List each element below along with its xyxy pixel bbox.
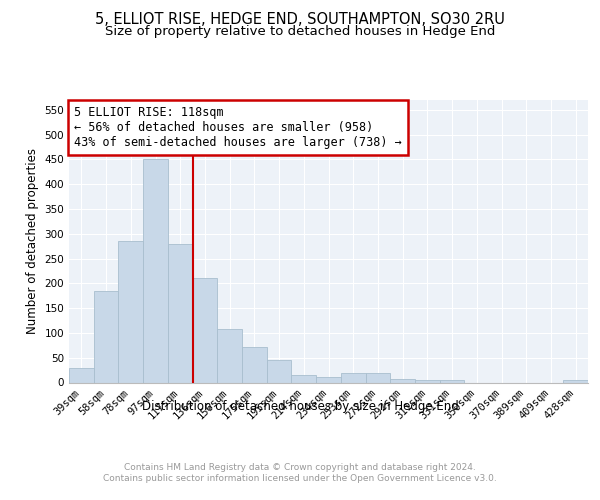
Bar [94,291,118,382]
Bar [316,376,341,382]
Bar [365,372,390,382]
Y-axis label: Number of detached properties: Number of detached properties [26,148,39,334]
Bar [563,380,588,382]
Text: Size of property relative to detached houses in Hedge End: Size of property relative to detached ho… [105,25,495,38]
Bar [440,380,464,382]
Bar [193,278,217,382]
Text: Distribution of detached houses by size in Hedge End: Distribution of detached houses by size … [142,400,458,413]
Bar [242,347,267,382]
Bar [415,380,440,382]
Bar [390,378,415,382]
Bar [292,375,316,382]
Bar [143,160,168,382]
Text: Contains public sector information licensed under the Open Government Licence v3: Contains public sector information licen… [103,474,497,483]
Bar [69,368,94,382]
Bar [341,372,365,382]
Text: Contains HM Land Registry data © Crown copyright and database right 2024.: Contains HM Land Registry data © Crown c… [124,462,476,471]
Bar [118,242,143,382]
Text: 5, ELLIOT RISE, HEDGE END, SOUTHAMPTON, SO30 2RU: 5, ELLIOT RISE, HEDGE END, SOUTHAMPTON, … [95,12,505,28]
Bar [168,244,193,382]
Text: 5 ELLIOT RISE: 118sqm
← 56% of detached houses are smaller (958)
43% of semi-det: 5 ELLIOT RISE: 118sqm ← 56% of detached … [74,106,402,148]
Bar [217,329,242,382]
Bar [267,360,292,382]
